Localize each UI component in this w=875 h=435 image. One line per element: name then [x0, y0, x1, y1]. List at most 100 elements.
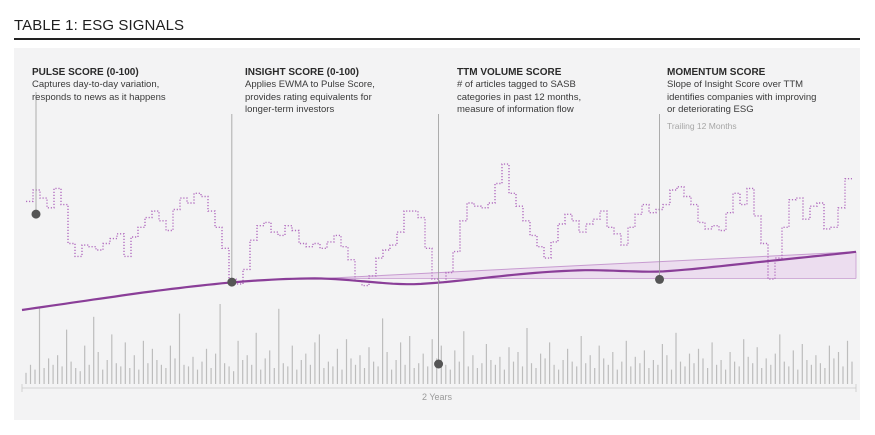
- momentum-trend-line: [321, 251, 857, 279]
- volume-bar: [594, 368, 596, 384]
- insight-score-desc-1: Applies EWMA to Pulse Score,: [245, 79, 375, 90]
- volume-bar: [242, 360, 244, 384]
- volume-bar: [111, 334, 113, 384]
- volume-bar: [783, 361, 785, 384]
- volume-bar: [558, 369, 560, 384]
- volume-bar: [57, 355, 59, 384]
- volume-bar: [670, 369, 673, 384]
- momentum-score-desc-3: or deteriorating ESG: [667, 104, 754, 115]
- volume-bar: [196, 369, 199, 384]
- volume-bar: [810, 364, 812, 384]
- volume-bar: [688, 353, 691, 384]
- volume-bar: [246, 355, 248, 384]
- volume-bar: [567, 348, 569, 384]
- volume-bar: [93, 316, 95, 384]
- volume-bar: [318, 334, 320, 384]
- volume-bar: [648, 368, 650, 384]
- volume-bar: [697, 348, 700, 384]
- volume-bar: [70, 361, 72, 384]
- volume-bar: [508, 347, 510, 384]
- ttm-volume-title: TTM VOLUME SCORE: [457, 67, 562, 78]
- volume-bar: [445, 364, 447, 384]
- volume-bar: [657, 364, 659, 384]
- volume-bar: [436, 358, 438, 384]
- volume-bar: [228, 366, 230, 384]
- esg-signals-chart: 2 Years: [14, 48, 860, 420]
- insight-score-desc-2: provides rating equivalents for: [245, 91, 372, 103]
- volume-bar: [395, 360, 397, 384]
- volume-bar: [702, 358, 704, 384]
- volume-bar: [255, 332, 257, 384]
- volume-bar: [485, 344, 487, 384]
- volume-bar: [616, 369, 618, 384]
- volume-bar: [251, 364, 253, 384]
- volume-bar: [788, 366, 790, 384]
- volume-bar: [106, 360, 108, 384]
- volume-bar: [413, 368, 415, 384]
- volume-bar: [526, 328, 528, 384]
- volume-bar: [400, 342, 402, 384]
- volume-bar: [652, 360, 654, 384]
- volume-bar: [774, 353, 776, 384]
- volume-bar: [639, 363, 641, 384]
- volume-bar: [386, 352, 388, 384]
- volume-bar: [183, 364, 185, 384]
- volume-bar: [66, 329, 68, 384]
- volume-bar: [97, 352, 99, 384]
- volume-bar: [535, 368, 537, 384]
- volume-bar: [612, 352, 614, 384]
- momentum-score-desc-1: Slope of Insight Score over TTM: [667, 79, 804, 90]
- volume-bar: [287, 366, 289, 384]
- volume-bar: [422, 353, 424, 384]
- volume-bar: [675, 332, 677, 384]
- volume-bar: [273, 368, 275, 384]
- volume-bar: [75, 368, 77, 384]
- volume-bar: [666, 355, 668, 384]
- volume-bar: [494, 364, 496, 384]
- momentum-score-title: MOMENTUM SCORE: [667, 67, 766, 78]
- table-title: TABLE 1: ESG SIGNALS: [14, 17, 185, 34]
- insight-score-marker: [227, 277, 237, 287]
- volume-bar: [711, 342, 713, 384]
- volume-bar: [404, 364, 406, 384]
- volume-bar: [34, 369, 36, 384]
- volume-bar: [160, 364, 162, 384]
- volume-bar: [598, 345, 600, 384]
- volume-bar: [679, 361, 682, 384]
- volume-bar: [743, 339, 745, 384]
- momentum-score-marker: [655, 274, 665, 284]
- volume-bar: [707, 368, 709, 384]
- volume-bar: [521, 366, 524, 384]
- volume-bar: [630, 366, 632, 384]
- volume-bar: [282, 363, 284, 384]
- volume-bar: [752, 363, 754, 384]
- volume-bar: [305, 353, 307, 384]
- volume-bar: [481, 363, 483, 384]
- volume-bar: [770, 364, 772, 384]
- momentum-score-annotation: MOMENTUM SCORE Slope of Insight Score ov…: [667, 66, 857, 133]
- volume-bar: [409, 336, 411, 384]
- volume-bar: [174, 358, 176, 384]
- volume-bar: [540, 353, 542, 384]
- volume-bar: [517, 352, 519, 384]
- volume-bar: [187, 366, 190, 384]
- volume-bar: [142, 340, 144, 384]
- volume-bar: [332, 366, 334, 384]
- volume-bar: [571, 361, 573, 384]
- volume-bar: [264, 358, 266, 384]
- volume-bar: [260, 369, 262, 384]
- volume-bar: [278, 308, 280, 384]
- volume-bar: [734, 361, 736, 384]
- volume-bar: [576, 366, 578, 384]
- volume-bar: [309, 364, 311, 384]
- volume-bar: [377, 366, 379, 384]
- volume-bar: [824, 368, 826, 384]
- volume-bar: [296, 369, 298, 384]
- volume-bar: [363, 368, 366, 384]
- volume-bar: [48, 358, 50, 384]
- volume-bar: [418, 363, 420, 384]
- volume-bar: [79, 371, 81, 384]
- volume-bar: [589, 355, 591, 384]
- volume-bar: [147, 363, 149, 384]
- volume-bar: [427, 366, 429, 384]
